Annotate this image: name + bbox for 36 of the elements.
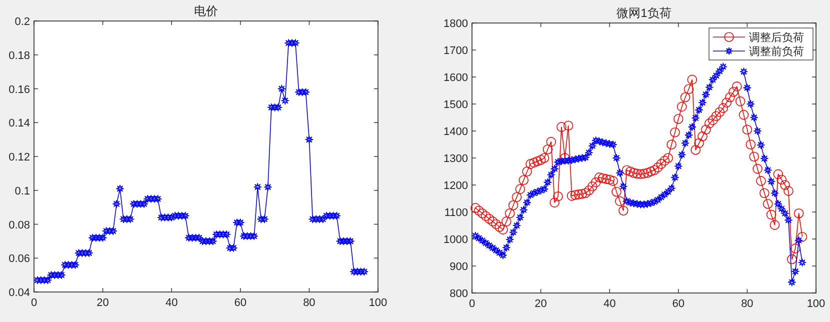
y-tick-label: 0.1 <box>14 185 30 198</box>
x-tick-label: 20 <box>96 297 109 309</box>
x-tick-label: 100 <box>368 297 388 309</box>
y-tick-label: 0.06 <box>8 253 30 266</box>
y-tick-label: 1600 <box>444 72 468 84</box>
x-tick-label: 60 <box>672 298 685 310</box>
legend-label: 调整后负荷 <box>749 31 804 44</box>
chart-title: 电价 <box>194 4 218 18</box>
y-tick-label: 1800 <box>444 18 468 30</box>
y-tick-label: 0.16 <box>8 84 30 96</box>
x-tick-label: 100 <box>806 298 826 310</box>
y-tick-label: 1300 <box>444 153 468 165</box>
legend-label: 调整前负荷 <box>749 45 804 58</box>
y-tick-label: 0.18 <box>8 50 30 62</box>
x-tick-label: 60 <box>234 297 247 309</box>
x-tick-label: 40 <box>603 298 616 310</box>
y-tick-label: 800 <box>450 288 468 300</box>
y-tick-label: 1000 <box>444 234 468 246</box>
y-tick-label: 0.04 <box>8 287 30 299</box>
x-tick-label: 20 <box>534 298 547 310</box>
y-tick-label: 0.12 <box>8 152 30 164</box>
y-tick-label: 1700 <box>444 45 468 57</box>
chart-title: 微网1负荷 <box>616 6 672 20</box>
x-tick-label: 40 <box>165 297 178 309</box>
y-tick-label: 0.2 <box>14 16 30 28</box>
y-tick-label: 1400 <box>444 126 468 138</box>
x-tick-label: 0 <box>468 298 476 310</box>
x-tick-label: 0 <box>30 297 38 309</box>
x-tick-label: 80 <box>741 298 754 310</box>
y-tick-label: 0.14 <box>8 118 30 130</box>
y-tick-label: 900 <box>450 261 468 273</box>
y-tick-label: 0.08 <box>8 219 30 232</box>
x-tick-label: 80 <box>303 297 316 309</box>
y-tick-label: 1200 <box>444 180 468 192</box>
y-tick-label: 1100 <box>444 207 468 219</box>
y-tick-label: 1500 <box>444 99 468 111</box>
